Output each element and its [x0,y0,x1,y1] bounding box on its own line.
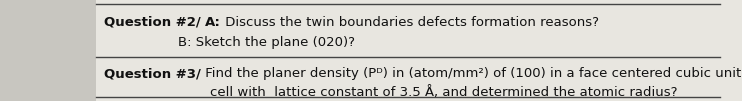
Text: Discuss the twin boundaries defects formation reasons?: Discuss the twin boundaries defects form… [221,16,599,29]
FancyBboxPatch shape [0,0,96,101]
Text: Find the planer density (Pᴰ) in (atom/mm²) of (100) in a face centered cubic uni: Find the planer density (Pᴰ) in (atom/mm… [201,67,741,80]
Text: A:: A: [206,16,221,29]
Text: B: Sketch the plane (020)?: B: Sketch the plane (020)? [178,36,355,49]
Text: cell with  lattice constant of 3.5 Å, and determined the atomic radius?: cell with lattice constant of 3.5 Å, and… [211,86,678,99]
Text: Question #2/: Question #2/ [104,16,206,29]
Text: Question #3/: Question #3/ [104,67,201,80]
